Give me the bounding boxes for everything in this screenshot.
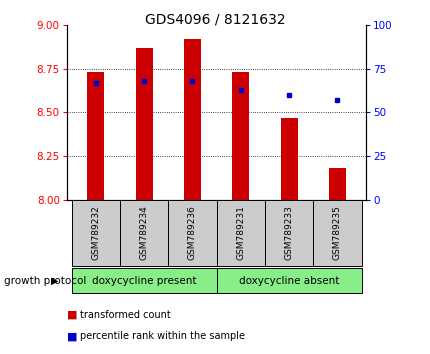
Bar	[120, 200, 168, 266]
Text: doxycycline present: doxycycline present	[92, 275, 196, 286]
Text: transformed count: transformed count	[80, 310, 170, 320]
Text: growth protocol: growth protocol	[4, 275, 86, 286]
Bar	[216, 268, 361, 293]
Text: percentile rank within the sample: percentile rank within the sample	[80, 331, 244, 341]
Bar	[280, 118, 297, 200]
Text: ▶: ▶	[51, 275, 58, 286]
Text: GSM789232: GSM789232	[91, 205, 100, 260]
Bar	[168, 200, 216, 266]
Text: GSM789236: GSM789236	[187, 205, 197, 260]
Text: GSM789231: GSM789231	[236, 205, 245, 260]
Text: doxycycline absent: doxycycline absent	[238, 275, 338, 286]
Bar	[232, 72, 249, 200]
Bar	[87, 72, 104, 200]
Text: GDS4096 / 8121632: GDS4096 / 8121632	[145, 12, 285, 27]
Bar	[184, 39, 200, 200]
Text: GSM789234: GSM789234	[139, 205, 148, 260]
Text: GSM789233: GSM789233	[284, 205, 293, 260]
Bar	[313, 200, 361, 266]
Bar	[71, 200, 120, 266]
Bar	[328, 169, 345, 200]
Bar	[216, 200, 264, 266]
Bar	[135, 47, 152, 200]
Text: GSM789235: GSM789235	[332, 205, 341, 260]
Text: ■: ■	[67, 331, 77, 341]
Text: ■: ■	[67, 310, 77, 320]
Bar	[71, 268, 216, 293]
Bar	[264, 200, 313, 266]
